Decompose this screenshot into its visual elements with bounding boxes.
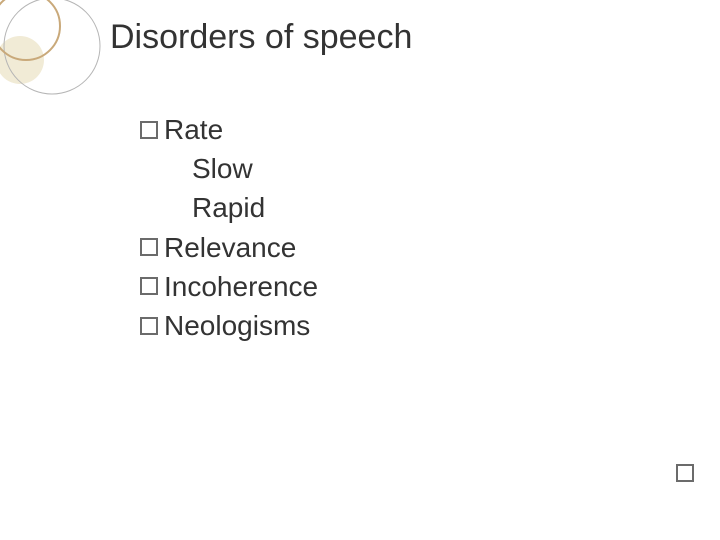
item-label: Slow [192,153,253,184]
item-label: Relevance [164,228,296,267]
slide-title: Disorders of speech [110,18,412,57]
list-item: Relevance [140,228,318,267]
list-item: Incoherence [140,267,318,306]
corner-ornament [0,0,110,110]
checkbox-icon [676,464,694,482]
list-item: Rapid [140,188,318,227]
item-label: Rapid [192,192,265,223]
list-item: Rate [140,110,318,149]
item-label: Incoherence [164,267,318,306]
slide-content: Rate Slow Rapid Relevance Incoherence Ne… [140,110,318,345]
item-label: Rate [164,110,223,149]
list-item: Neologisms [140,306,318,345]
checkbox-icon [140,317,158,335]
item-label: Neologisms [164,306,310,345]
checkbox-icon [140,238,158,256]
checkbox-icon [140,121,158,139]
list-item: Slow [140,149,318,188]
checkbox-icon [140,277,158,295]
